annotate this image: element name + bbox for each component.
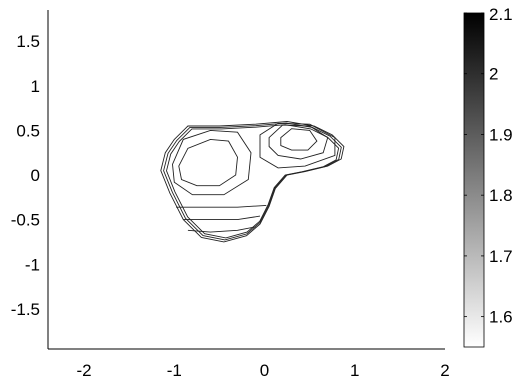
colorbar-tick-label: 1.6 (489, 308, 513, 327)
x-tick-label: -2 (77, 361, 92, 380)
y-tick-label: -1 (25, 255, 40, 274)
x-tick-labels: -2 -1 0 1 2 (77, 361, 450, 380)
contour-upper-right-ring-1 (268, 124, 329, 160)
colorbar-tick-labels: 2.1 2 1.9 1.8 1.7 1.6 (464, 5, 513, 327)
x-tick-label: 1 (350, 361, 359, 380)
y-tick-label: -0.5 (11, 211, 40, 230)
contour-outer-boundary (160, 121, 345, 243)
contour-left-inner-basin (178, 138, 238, 187)
y-tick-label: 0.5 (16, 121, 40, 140)
colorbar-tick-label: 2 (489, 65, 498, 84)
contour-bottom-band-2 (183, 215, 261, 221)
y-tick-label: -1.5 (11, 300, 40, 319)
contour-bottom-band-1 (187, 226, 256, 233)
contour-bottom-band-3 (176, 204, 267, 208)
contour-upper-right-peak (280, 128, 318, 151)
axes (47, 10, 445, 350)
x-tick-label: 2 (440, 361, 449, 380)
colorbar-gradient (463, 12, 485, 348)
colorbar-tick-label: 1.8 (489, 186, 513, 205)
contour-left-basin-ring (172, 129, 252, 196)
colorbar-tick-label: 2.1 (489, 5, 513, 24)
x-tick-label: 0 (260, 361, 269, 380)
y-tick-label: 0 (31, 166, 40, 185)
contour-outer-ring (163, 122, 342, 241)
contour-upper-right-ring-2 (259, 122, 336, 169)
y-tick-labels: 1.5 1 0.5 0 -0.5 -1 -1.5 (11, 32, 40, 319)
plot-area (160, 121, 345, 243)
colorbar-tick-label: 1.9 (489, 125, 513, 144)
colorbar-tick-label: 1.7 (489, 247, 513, 266)
x-tick-label: -1 (167, 361, 182, 380)
colorbar: 2.1 2 1.9 1.8 1.7 1.6 (463, 5, 513, 348)
y-tick-label: 1.5 (16, 32, 40, 51)
contour-outer-ring (166, 124, 340, 239)
y-tick-label: 1 (31, 77, 40, 96)
